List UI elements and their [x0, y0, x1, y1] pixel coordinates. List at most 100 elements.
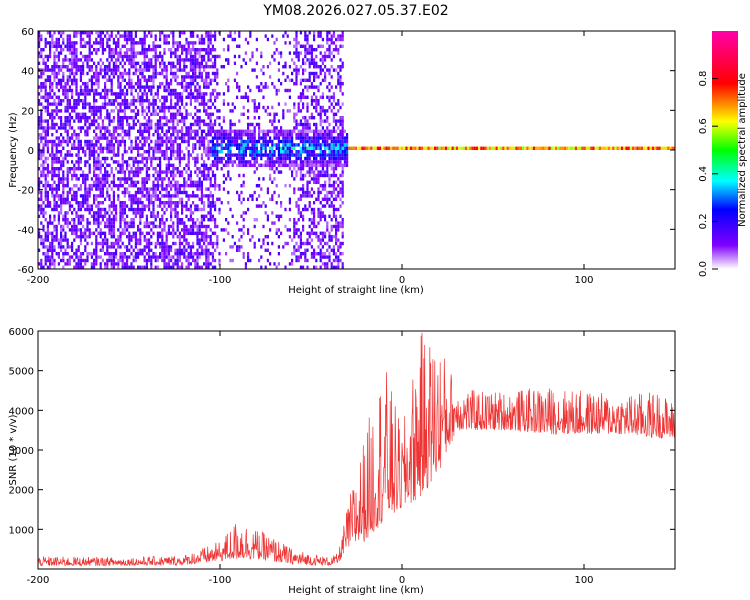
spectrogram-cell [222, 99, 225, 103]
spectrogram-cell [159, 82, 162, 86]
spectrogram-cell [57, 41, 60, 45]
spectrogram-cell [42, 238, 45, 242]
spectrogram-cell [110, 156, 113, 161]
spectrogram-cell [77, 248, 80, 252]
spectrogram-cell [53, 194, 56, 198]
spectrogram-cell [75, 197, 78, 201]
spectrogram-cell [286, 88, 289, 93]
spectrogram-cell [75, 71, 78, 76]
spectrogram-cell [273, 150, 276, 154]
spectrogram-cell [291, 258, 294, 263]
spectrogram-cell [313, 218, 316, 222]
spectrogram-cell [247, 163, 250, 167]
spectrogram-cell [104, 105, 107, 110]
spectrogram-cell [271, 156, 274, 161]
spectrogram-cell [317, 235, 320, 239]
spectrogram-cell [121, 167, 124, 171]
spectrogram-cell [95, 228, 98, 232]
spectrogram-cell [211, 153, 214, 157]
spectrogram-cell [119, 92, 122, 96]
spectrogram-cell [145, 258, 148, 263]
spectrogram-cell [170, 211, 173, 215]
spectrogram-cell [97, 85, 100, 89]
spectrogram-cell [66, 153, 69, 157]
spectrogram-cell [53, 262, 56, 266]
spectrogram-cell [49, 78, 52, 82]
spectrogram-cell [207, 75, 210, 79]
spectrogram-cell [326, 241, 329, 246]
spectrogram-cell [207, 51, 210, 55]
spectrogram-cell [68, 136, 71, 140]
spectrogram-cell [319, 119, 322, 123]
spectrogram-cell [189, 184, 192, 188]
spectrogram-cell [99, 133, 102, 137]
spectrogram-cell [205, 136, 208, 140]
spectrogram-cell [159, 65, 162, 69]
spectrogram-cell [119, 180, 122, 184]
spectrogram-cell [51, 116, 54, 120]
spectrogram-cell [183, 139, 186, 144]
spectrogram-cell [156, 44, 159, 48]
spectrogram-cell [110, 31, 113, 35]
spectrogram-cell [196, 265, 199, 269]
spectrogram-cell [178, 61, 181, 65]
spectrogram-cell [117, 139, 120, 144]
spectrogram-cell [236, 146, 239, 150]
spectrogram-cell [229, 31, 232, 35]
spectrogram-cell [181, 102, 184, 106]
spectrogram-cell [299, 194, 302, 198]
spectrogram-cell [214, 133, 217, 137]
spectrogram-cell [141, 207, 144, 212]
spectrogram-cell [284, 65, 287, 69]
spectrogram-cell [194, 156, 197, 161]
spectrogram-cell [108, 133, 111, 137]
spectrogram-cell [170, 68, 173, 72]
spectrogram-cell [328, 136, 331, 140]
spectrogram-cell [324, 136, 327, 140]
spectrogram-cell [152, 173, 155, 178]
spectrogram-cell [306, 95, 309, 99]
spectrogram-cell [207, 99, 210, 103]
spectrogram-cell [207, 31, 210, 35]
spectrogram-cell [174, 207, 177, 212]
spectrogram-cell [143, 139, 146, 144]
spectrogram-cell [148, 204, 151, 208]
spectrogram-cell [264, 248, 267, 252]
spectrogram-cell [293, 252, 296, 256]
spectrogram-cell [306, 119, 309, 123]
spectrogram-cell [273, 221, 276, 225]
spectrogram-cell [130, 143, 133, 147]
spectrogram-cell [200, 224, 203, 229]
spectrogram-cell [126, 163, 129, 167]
spectrogram-cell [49, 245, 52, 249]
spectrogram-cell [214, 65, 217, 69]
spectrogram-cell [238, 238, 241, 242]
spectrogram-cell [95, 163, 98, 167]
spectrogram-cell [104, 126, 107, 130]
spectrogram-cell [306, 187, 309, 191]
spectrogram-cell [145, 231, 148, 235]
spectrogram-cell [57, 109, 60, 113]
spectrogram-cell [66, 116, 69, 120]
spectrogram-cell [302, 71, 305, 76]
spectrogram-cell [282, 112, 285, 116]
spectrogram-cell [326, 265, 329, 269]
spectrogram-cell [46, 204, 49, 208]
spectrogram-cell [172, 139, 175, 144]
spectrogram-cell [137, 207, 140, 212]
spectrogram-cell [53, 31, 56, 35]
spectrogram-cell [335, 252, 338, 256]
spectrogram-cell [106, 187, 109, 191]
spectrogram-cell [137, 150, 140, 154]
spectrogram-cell [209, 235, 212, 239]
spectrogram-cell [260, 255, 263, 259]
spectrogram-cell [115, 41, 118, 45]
spectrogram-cell [119, 139, 122, 144]
spectrogram-cell [110, 146, 113, 150]
spectrogram-cell [269, 262, 272, 266]
spectrogram-cell [101, 184, 104, 188]
spectrogram-cell [310, 139, 313, 144]
spectrogram-cell [163, 211, 166, 215]
spectrogram-cell [55, 194, 58, 198]
spectrogram-cell [38, 136, 41, 140]
